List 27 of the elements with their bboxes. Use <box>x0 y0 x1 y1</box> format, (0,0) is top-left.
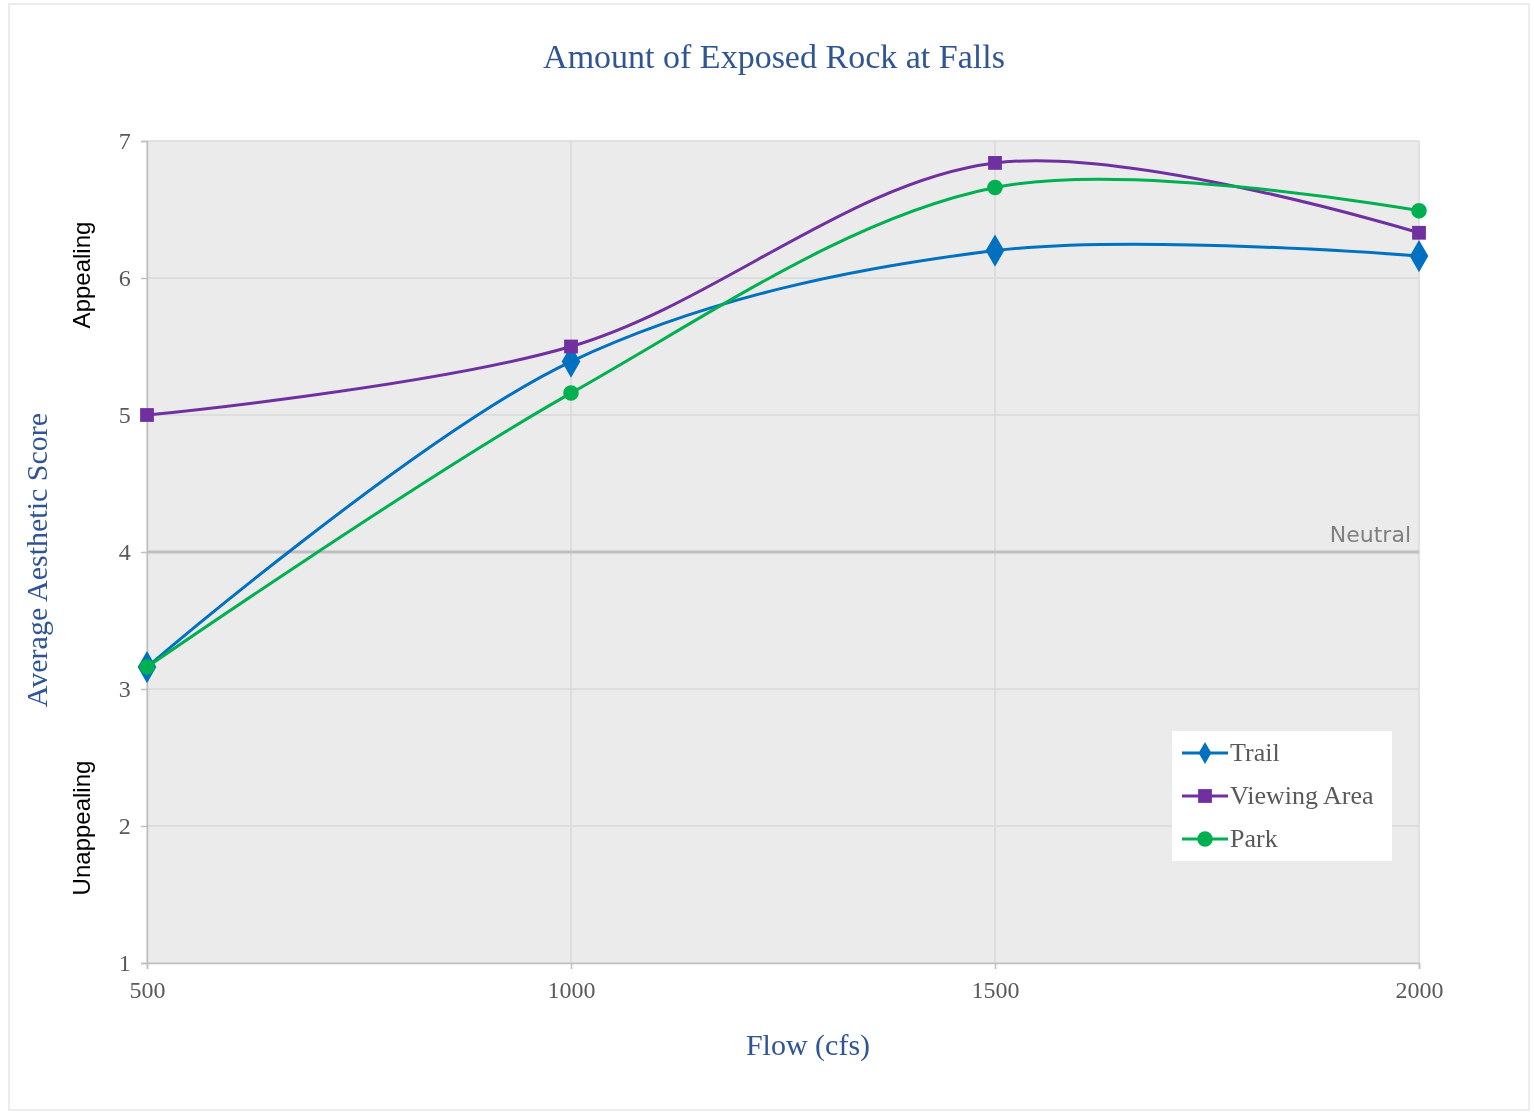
y-tick-label: 4 <box>118 539 131 566</box>
point <box>563 385 579 401</box>
x-tick-label: 1500 <box>971 977 1020 1004</box>
text: Unappealing <box>68 760 95 896</box>
x-tick-label: 500 <box>129 977 166 1004</box>
point <box>140 408 154 422</box>
chart-title: Amount of Exposed Rock at Falls <box>543 38 1005 75</box>
y-tick-label: 7 <box>118 128 131 155</box>
point <box>988 156 1002 170</box>
y-tick-label: 3 <box>118 676 131 703</box>
point <box>1412 225 1426 240</box>
y-tick-label: 1 <box>118 950 131 977</box>
y-tick-label: 5 <box>118 402 131 429</box>
legend-label: Park <box>1230 824 1278 853</box>
y-tick-label: 2 <box>118 813 131 840</box>
y-axis-title: Average Aesthetic Score <box>20 412 53 708</box>
text: Appealing <box>68 221 95 329</box>
legend-label: Trail <box>1230 738 1280 767</box>
ref-line-label: Neutral <box>1329 522 1411 547</box>
point <box>564 339 578 354</box>
legend-label: Viewing Area <box>1230 781 1375 810</box>
y-tick-label: 6 <box>118 265 131 292</box>
point <box>1411 203 1427 219</box>
x-tick-label: 2000 <box>1395 977 1444 1004</box>
x-axis-title: Flow (cfs) <box>745 1028 871 1062</box>
point <box>987 179 1003 196</box>
x-tick-label: 1000 <box>547 977 596 1004</box>
